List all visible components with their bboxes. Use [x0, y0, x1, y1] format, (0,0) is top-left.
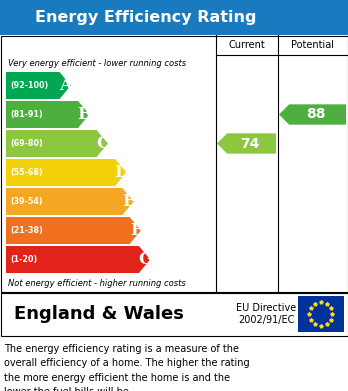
- Text: EU Directive
2002/91/EC: EU Directive 2002/91/EC: [236, 303, 296, 325]
- Text: 88: 88: [306, 108, 325, 122]
- Bar: [0, 292, 348, 335]
- Text: (69-80): (69-80): [10, 139, 43, 148]
- Polygon shape: [279, 104, 346, 125]
- Text: G: G: [138, 251, 152, 268]
- Text: C: C: [96, 135, 110, 152]
- Polygon shape: [6, 217, 141, 244]
- Text: (55-68): (55-68): [10, 168, 43, 177]
- Polygon shape: [6, 188, 134, 215]
- Text: Not energy efficient - higher running costs: Not energy efficient - higher running co…: [8, 278, 186, 287]
- Text: England & Wales: England & Wales: [14, 305, 184, 323]
- Text: 74: 74: [240, 136, 259, 151]
- Polygon shape: [217, 133, 276, 154]
- Text: Energy Efficiency Rating: Energy Efficiency Rating: [35, 10, 257, 25]
- Text: E: E: [122, 193, 135, 210]
- Polygon shape: [6, 246, 150, 273]
- Text: A: A: [59, 77, 72, 94]
- Polygon shape: [6, 72, 71, 99]
- Text: D: D: [114, 164, 129, 181]
- Polygon shape: [6, 101, 89, 128]
- Text: (1-20): (1-20): [10, 255, 37, 264]
- Text: (92-100): (92-100): [10, 81, 48, 90]
- Bar: [298, 296, 344, 332]
- Bar: [0, 0, 348, 35]
- Text: Current: Current: [229, 40, 266, 50]
- Polygon shape: [6, 159, 127, 186]
- Text: Very energy efficient - lower running costs: Very energy efficient - lower running co…: [8, 59, 186, 68]
- Text: B: B: [77, 106, 92, 123]
- Text: F: F: [130, 222, 142, 239]
- Text: (81-91): (81-91): [10, 110, 43, 119]
- Polygon shape: [6, 130, 108, 157]
- Text: The energy efficiency rating is a measure of the
overall efficiency of a home. T: The energy efficiency rating is a measur…: [4, 344, 250, 391]
- Text: (21-38): (21-38): [10, 226, 43, 235]
- Bar: [0, 36, 348, 292]
- Text: (39-54): (39-54): [10, 197, 42, 206]
- Text: Potential: Potential: [292, 40, 334, 50]
